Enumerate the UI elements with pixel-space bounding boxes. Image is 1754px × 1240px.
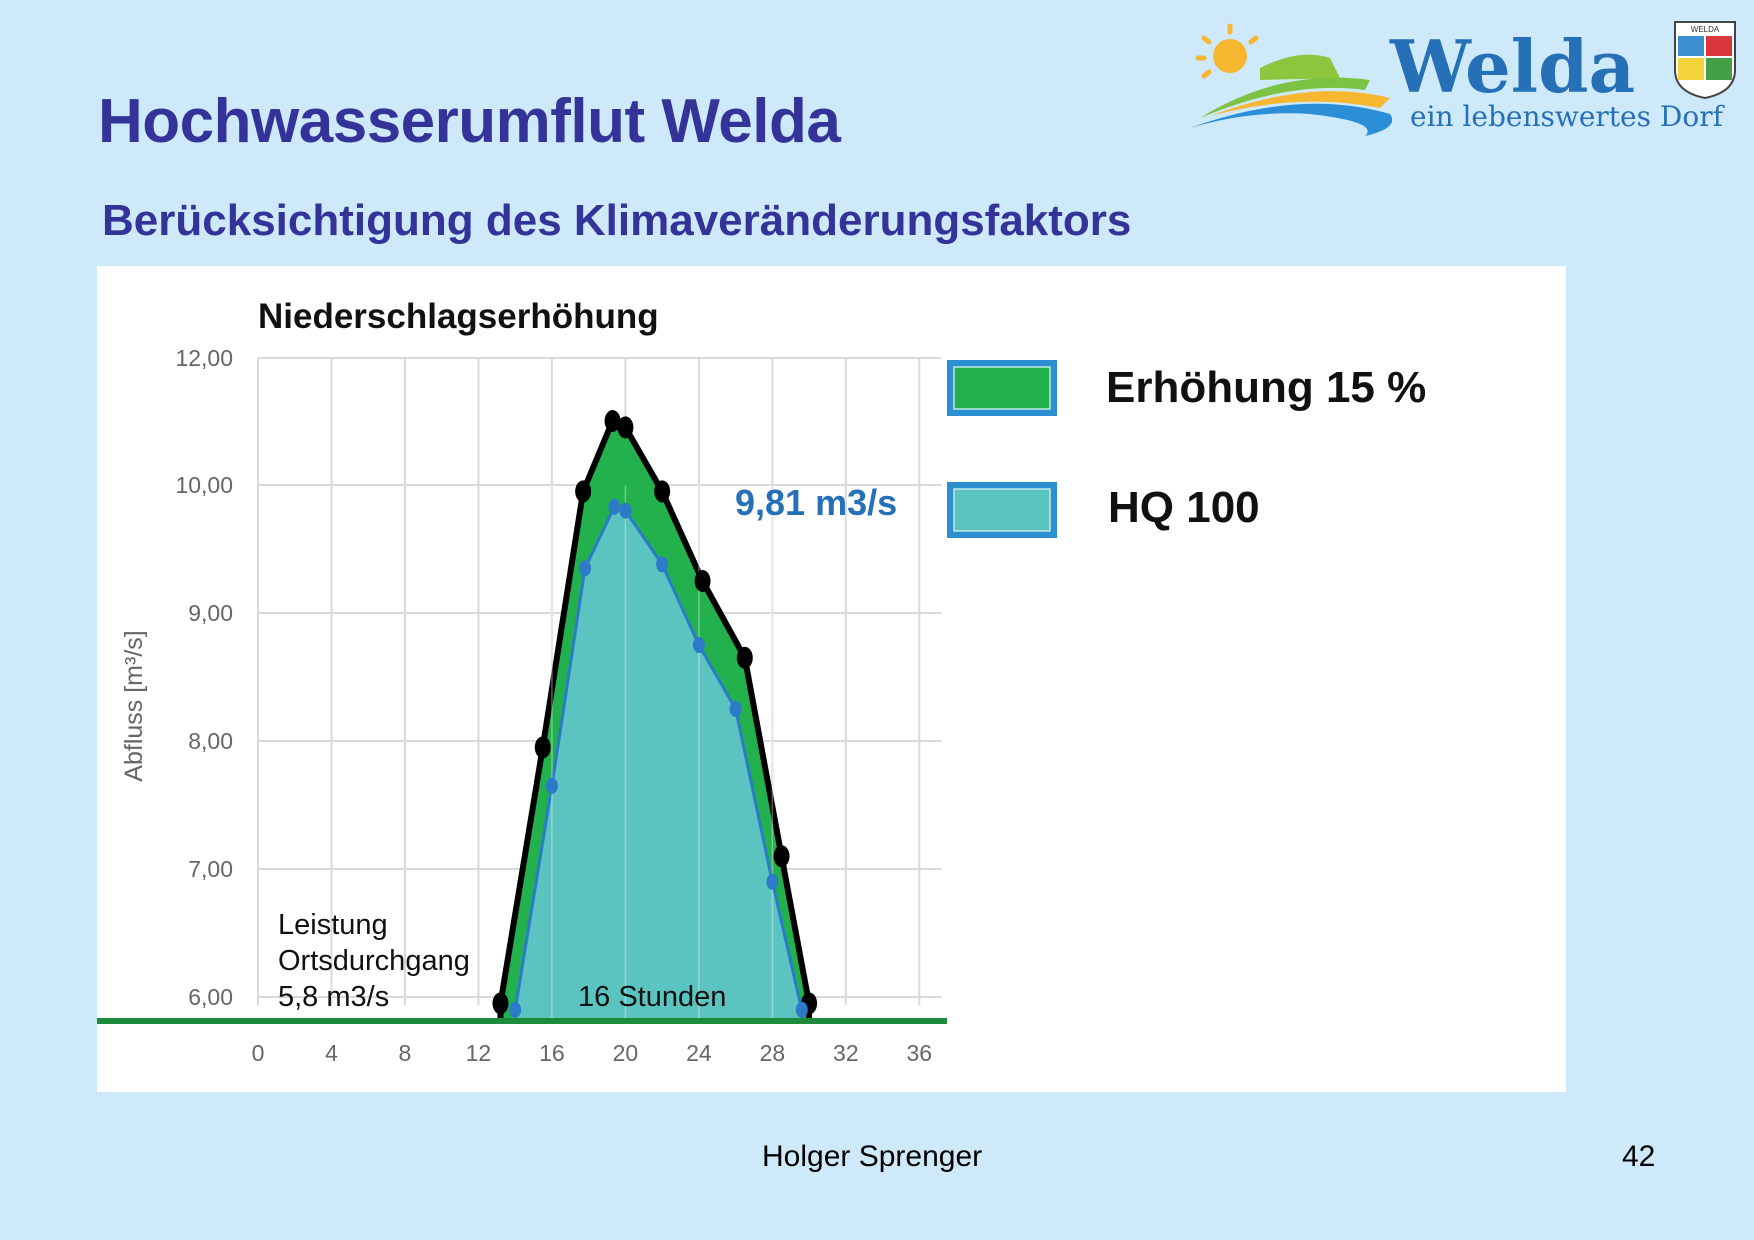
data-point-erhoehung: [773, 845, 790, 868]
data-point-hq100: [608, 498, 621, 515]
data-point-hq100: [729, 701, 742, 717]
legend-swatch-hq100: [947, 482, 1057, 538]
welda-crest-icon: WELDA: [1674, 21, 1736, 100]
duration-annotation: 16 Stunden: [578, 981, 726, 1013]
x-tick-label: 4: [325, 1040, 338, 1066]
x-tick-label: 36: [907, 1040, 933, 1066]
slide-title: Hochwasserumflut Welda: [98, 87, 841, 156]
x-tick-label: 16: [539, 1040, 565, 1066]
data-point-erhoehung: [492, 992, 509, 1015]
data-point-hq100: [656, 556, 669, 573]
data-point-erhoehung: [604, 410, 621, 432]
hydrograph-chart: Niederschlagserhöhung 6,00 7,00 8,00 9,00 10,…: [97, 297, 1057, 1066]
data-point-hq100: [578, 560, 591, 577]
data-point-hq100: [795, 1001, 808, 1018]
data-point-hq100: [692, 637, 705, 653]
chart-title: Niederschlagserhöhung: [258, 297, 659, 336]
x-tick-label: 0: [252, 1040, 265, 1066]
x-tick-label: 12: [466, 1040, 492, 1066]
x-tick-label: 24: [686, 1040, 712, 1066]
peak-annotation: 9,81 m3/s: [735, 482, 897, 523]
data-point-hq100: [619, 502, 632, 519]
data-point-erhoehung: [575, 480, 592, 503]
y-axis-label: Abfluss [m³/s]: [120, 630, 148, 781]
crest-text: WELDA: [1691, 25, 1720, 34]
threshold-annotation: Leistung: [278, 909, 388, 941]
welda-logo: WELDA Welda ein lebenswertes Dorf: [1190, 18, 1750, 143]
x-tick-label: 8: [399, 1040, 412, 1066]
welda-village-logo-icon: WELDA: [1190, 21, 1736, 136]
logo-tagline: ein lebenswertes Dorf: [1410, 100, 1723, 133]
legend-label-erhoehung: Erhöhung 15 %: [1106, 363, 1427, 412]
y-tick-label: 7,00: [188, 856, 233, 882]
y-tick-label: 12,00: [175, 345, 233, 371]
x-tick-label: 32: [833, 1040, 859, 1066]
y-tick-label: 6,00: [188, 984, 233, 1010]
data-point-erhoehung: [654, 480, 671, 503]
y-tick-label: 8,00: [188, 728, 233, 754]
chart-panel: Niederschlagserhöhung 6,00 7,00 8,00 9,00 10,…: [97, 266, 1566, 1092]
data-point-erhoehung: [617, 416, 634, 439]
data-point-hq100: [766, 873, 779, 890]
footer-author: Holger Sprenger: [762, 1140, 983, 1173]
x-tick-label: 20: [613, 1040, 639, 1066]
data-point-erhoehung: [534, 736, 551, 759]
threshold-annotation: 5,8 m3/s: [278, 981, 389, 1013]
x-tick-label: 28: [760, 1040, 786, 1066]
data-point-erhoehung: [736, 646, 753, 669]
legend-label-hq100: HQ 100: [1108, 483, 1260, 532]
data-point-hq100: [545, 777, 558, 794]
threshold-annotation: Ortsdurchgang: [278, 945, 470, 977]
data-point-erhoehung: [694, 570, 711, 592]
y-tick-label: 10,00: [175, 472, 233, 498]
slide-subtitle: Berücksichtigung des Klimaveränderungsfa…: [102, 196, 1132, 245]
legend-swatch-erhoehung: [947, 360, 1057, 416]
logo-wordmark: Welda: [1390, 24, 1636, 109]
y-tick-label: 9,00: [188, 600, 233, 626]
page-number: 42: [1622, 1140, 1656, 1173]
data-point-hq100: [509, 1001, 522, 1018]
